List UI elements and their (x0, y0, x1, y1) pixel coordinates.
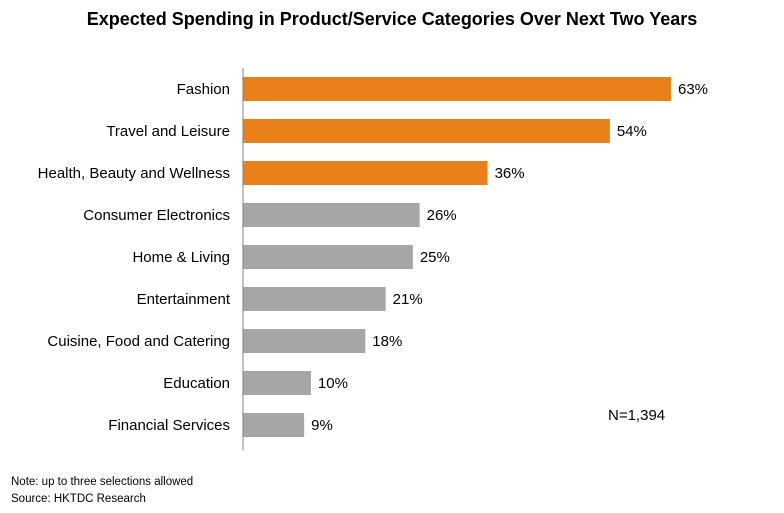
labels-layer: Fashion 63% Travel and Leisure 54% Health, B… (38, 81, 708, 434)
category-label: Home & Living (132, 249, 230, 266)
data-label: 10% (318, 375, 348, 392)
bar (243, 329, 366, 353)
footnote-source: Source: HKTDC Research (11, 493, 146, 505)
data-label: 21% (393, 291, 423, 308)
data-label: 36% (495, 165, 525, 182)
data-label: 63% (678, 81, 708, 98)
footnote-note: Note: up to three selections allowed (11, 476, 194, 488)
bar (243, 161, 488, 185)
bar (243, 119, 610, 143)
bar (243, 371, 311, 395)
data-label: 18% (372, 333, 402, 350)
category-label: Cuisine, Food and Catering (47, 333, 230, 350)
bars-layer (243, 77, 671, 437)
bar (243, 77, 671, 101)
chart-title: Expected Spending in Product/Service Cat… (86, 9, 698, 29)
sample-size-note: N=1,394 (608, 407, 665, 424)
category-label: Health, Beauty and Wellness (38, 165, 230, 182)
category-label: Entertainment (137, 291, 231, 308)
category-label: Travel and Leisure (106, 123, 230, 140)
bar (243, 245, 413, 269)
data-label: 9% (311, 417, 333, 434)
category-label: Consumer Electronics (83, 207, 230, 224)
category-label: Financial Services (108, 417, 230, 434)
bar (243, 203, 420, 227)
category-label: Education (163, 375, 230, 392)
bar (243, 287, 386, 311)
data-label: 54% (617, 123, 647, 140)
category-label: Fashion (177, 81, 230, 98)
bar (243, 413, 305, 437)
data-label: 25% (420, 249, 450, 266)
data-label: 26% (427, 207, 457, 224)
